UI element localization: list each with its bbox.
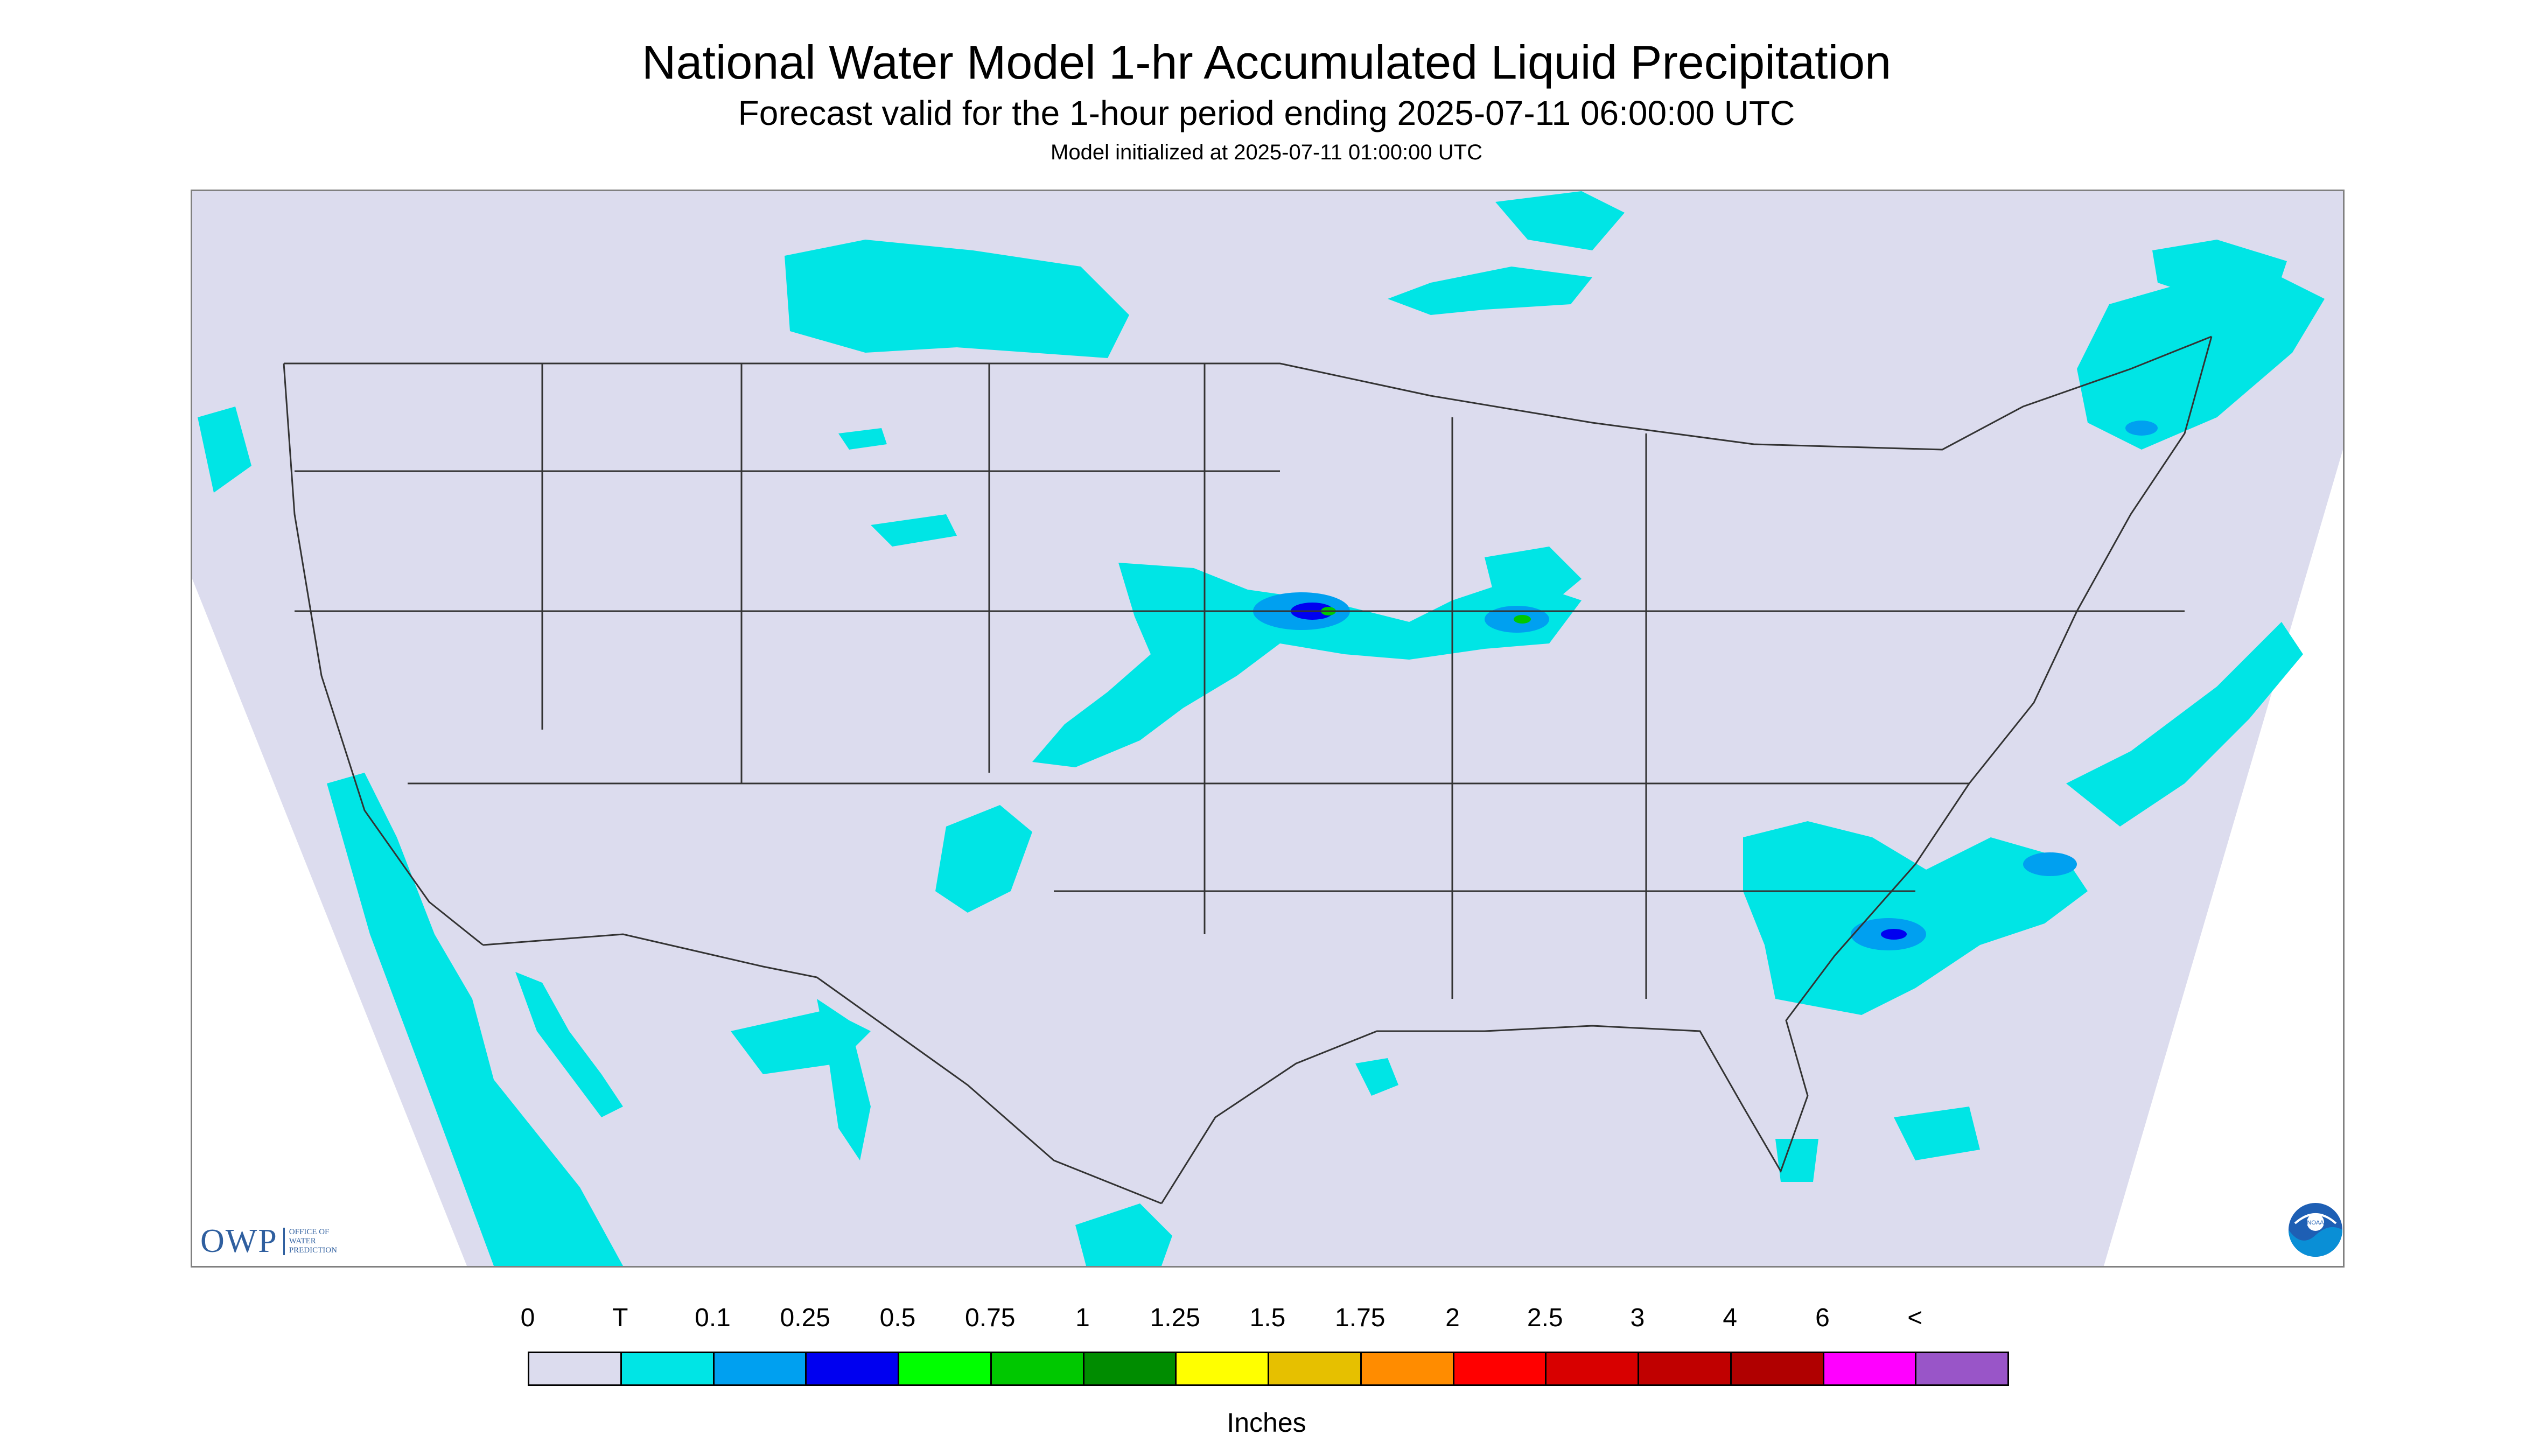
owp-logo: OWP OFFICE OF WATER PREDICTION — [200, 1222, 337, 1261]
precip-area-montana — [838, 428, 887, 450]
legend-tick-label: 1.25 — [1150, 1304, 1200, 1332]
legend-units: Inches — [1227, 1408, 1306, 1438]
precip-area-wyoming — [871, 514, 957, 547]
precip-area-baja — [515, 972, 623, 1117]
legend-tick-label: 0.5 — [879, 1304, 916, 1332]
legend-swatch — [1452, 1352, 1547, 1386]
us-canada-border — [284, 335, 2212, 451]
political-boundaries — [283, 335, 2213, 1205]
precip-core-quebec — [2125, 421, 2158, 436]
precip-area-canada-west — [785, 240, 1129, 358]
legend-tick-label: 2.5 — [1527, 1304, 1563, 1332]
legend-swatch — [805, 1352, 899, 1386]
forecast-valid-subtitle: Forecast valid for the 1-hour period end… — [738, 94, 1795, 132]
legend-swatch — [620, 1352, 715, 1386]
legend-swatch — [528, 1352, 622, 1386]
us-mexico-border — [482, 933, 1162, 1205]
precip-area-pacific-nw — [198, 407, 251, 493]
legend-tick-label: 1 — [1075, 1304, 1090, 1332]
legend-swatch — [898, 1352, 992, 1386]
precip-core-atlantic — [2023, 852, 2077, 876]
owp-logo-mark: OWP — [200, 1223, 278, 1259]
legend-tick-label: < — [1907, 1304, 1923, 1332]
precip-core-lakes-max — [1514, 615, 1531, 624]
noaa-logo: NOAA — [2289, 1203, 2342, 1257]
legend-swatch — [1730, 1352, 1824, 1386]
legend-swatch — [1545, 1352, 1639, 1386]
precip-area-tx-border — [817, 999, 871, 1160]
legend-swatch — [1268, 1352, 1362, 1386]
precip-area-canada-north — [1495, 191, 1625, 250]
legend-swatch — [1915, 1352, 2009, 1386]
legend-swatch — [1822, 1352, 1917, 1386]
precip-core-carolinas-max — [1881, 929, 1907, 940]
precip-area-plains-band — [1032, 563, 1582, 767]
map-canvas — [192, 191, 2343, 1266]
precip-area-west-mexico — [327, 773, 623, 1266]
legend-tick-label: 6 — [1815, 1304, 1830, 1332]
legend-tick-label: 0.75 — [965, 1304, 1016, 1332]
legend-tick-label: T — [612, 1304, 628, 1332]
precip-area-lakes — [1485, 547, 1582, 606]
legend-swatch — [1360, 1352, 1454, 1386]
precip-area-northeast — [2077, 272, 2325, 450]
legend-swatch — [1175, 1352, 1269, 1386]
model-domain — [192, 191, 2343, 1266]
owp-logo-words: OFFICE OF WATER PREDICTION — [283, 1228, 337, 1255]
precipitation-map — [191, 190, 2345, 1268]
legend-swatch — [712, 1352, 807, 1386]
precip-area-canada-central — [1388, 267, 1592, 315]
legend-tick-label: 1.5 — [1249, 1304, 1286, 1332]
legend-swatch — [990, 1352, 1084, 1386]
legend-tick-label: 0 — [520, 1304, 535, 1332]
precipitation-legend — [528, 1352, 2009, 1386]
svg-text:NOAA: NOAA — [2307, 1220, 2324, 1226]
legend-tick-label: 2 — [1445, 1304, 1460, 1332]
precip-area-caribbean — [1894, 1107, 1980, 1160]
legend-tick-label: 0.1 — [695, 1304, 731, 1332]
precip-area-mexico-south — [1075, 1203, 1172, 1266]
legend-tick-label: 3 — [1630, 1304, 1645, 1332]
precip-area-southeast — [1743, 821, 2088, 1015]
legend-swatch — [1638, 1352, 1732, 1386]
legend-tick-label: 0.25 — [780, 1304, 830, 1332]
precip-area-florida — [1775, 1139, 1818, 1182]
us-coastline-pacific — [283, 363, 484, 946]
precip-area-southwest — [935, 805, 1032, 913]
legend-tick-label: 1.75 — [1335, 1304, 1386, 1332]
precip-area-quebec — [2152, 240, 2287, 299]
precip-area-gulf — [1355, 1058, 1398, 1096]
precip-area-atlantic — [2066, 622, 2303, 827]
map-title: National Water Model 1-hr Accumulated Li… — [641, 36, 1892, 89]
legend-swatch — [1082, 1352, 1177, 1386]
legend-tick-label: 4 — [1723, 1304, 1738, 1332]
trace-precip-areas — [198, 191, 2325, 1266]
model-init-line: Model initialized at 2025-07-11 01:00:00… — [1051, 141, 1482, 164]
